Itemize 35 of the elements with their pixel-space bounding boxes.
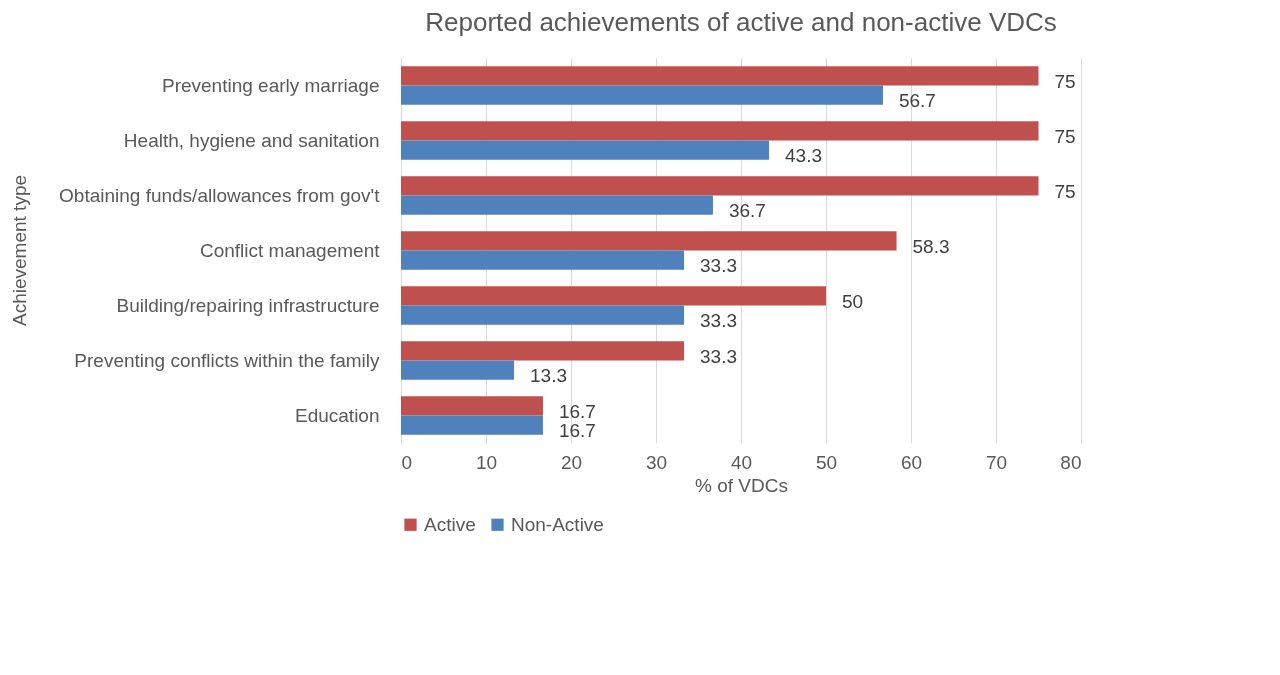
y-tick-label: Preventing early marriage	[161, 74, 380, 96]
data-label: 33.3	[700, 310, 738, 332]
x-tick-label: 40	[730, 451, 753, 473]
data-label: 50	[842, 290, 864, 312]
data-label: 36.7	[728, 200, 766, 222]
data-label: 43.3	[785, 145, 823, 167]
x-tick-label: 30	[645, 451, 668, 473]
data-label: 16.7	[558, 400, 596, 422]
legend-label: Non-Active	[511, 513, 604, 535]
data-label: 33.3	[700, 345, 738, 367]
y-axis-title: Achievement type	[8, 174, 30, 327]
data-label: 75	[1054, 70, 1076, 92]
y-tick-label: Obtaining funds/allowances from gov't	[59, 184, 381, 206]
x-tick-label: 80	[1060, 451, 1082, 473]
data-label: 75	[1054, 125, 1076, 147]
y-tick-label: Education	[294, 404, 380, 426]
data-label: 56.7	[898, 90, 936, 112]
x-tick-label: 50	[815, 451, 838, 473]
y-tick-label: Preventing conflicts within the family	[74, 349, 380, 371]
y-tick-label: Building/repairing infrastructure	[116, 294, 380, 316]
x-tick-label: 10	[475, 451, 498, 473]
data-label: 75	[1054, 180, 1076, 202]
data-label: 33.3	[700, 255, 738, 277]
x-tick-label: 20	[560, 451, 583, 473]
y-tick-label: Health, hygiene and sanitation	[123, 129, 380, 151]
y-tick-label: Conflict management	[199, 239, 381, 261]
x-axis-title: % of VDCs	[695, 474, 788, 496]
data-label: 16.7	[558, 420, 596, 442]
data-label: 13.3	[530, 365, 568, 387]
x-tick-label: 60	[900, 451, 923, 473]
chart-title: Reported achievements of active and non-active VDCs	[425, 7, 1057, 37]
legend-label: Active	[424, 513, 476, 535]
x-tick-label: 0	[401, 451, 413, 473]
x-tick-label: 70	[985, 451, 1008, 473]
data-label: 58.3	[912, 235, 950, 257]
